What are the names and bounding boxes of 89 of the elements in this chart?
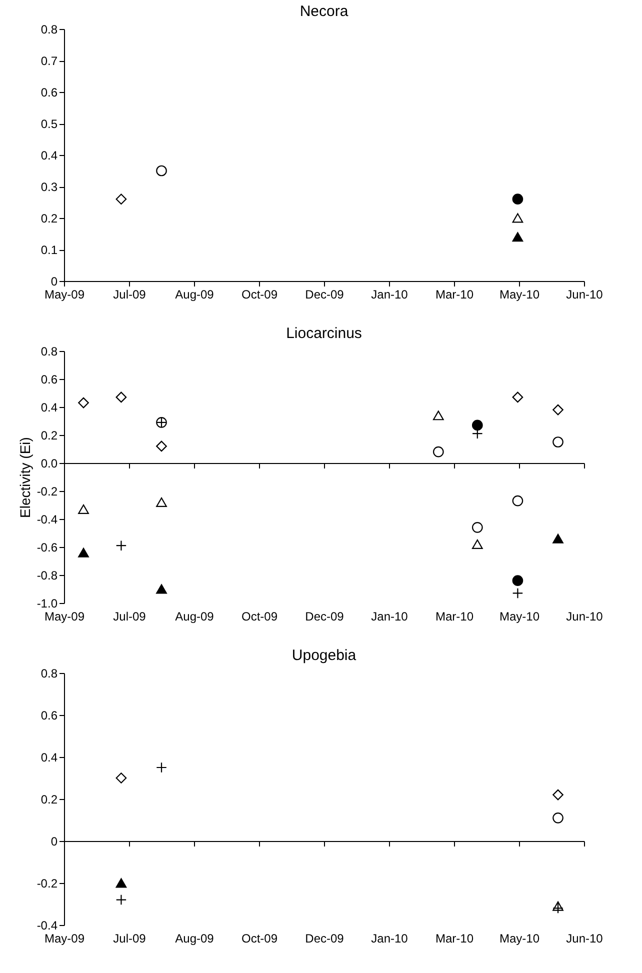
point (552, 404, 564, 416)
point (512, 213, 524, 223)
x-tick-label: Jan-10 (371, 288, 408, 302)
point (116, 392, 127, 403)
x-tick-label: Jun-10 (566, 288, 604, 302)
y-tick-label: 0.8 (40, 344, 58, 358)
y-tick-label: -0.8 (36, 568, 58, 582)
point (156, 497, 167, 507)
point (432, 446, 444, 458)
x-tick-label: May-10 (499, 932, 540, 946)
point (472, 539, 483, 549)
y-tick-label: 0.6 (40, 86, 58, 100)
y-tick-label: 0.8 (40, 22, 58, 36)
point (78, 397, 89, 408)
x-tick-label: Oct-09 (241, 288, 278, 302)
point (552, 534, 564, 544)
x-tick-label: Aug-09 (175, 932, 214, 946)
point (552, 812, 564, 824)
point (78, 548, 89, 558)
y-tick-label: 0.6 (40, 708, 58, 722)
point (156, 762, 167, 773)
point (552, 789, 564, 800)
point (512, 392, 524, 403)
point (116, 894, 127, 906)
y-tick-label: 0.5 (40, 117, 58, 131)
y-axis-title: Electivity (Ei) (16, 437, 33, 518)
point (116, 540, 127, 552)
x-tick-label: Jan-10 (371, 932, 408, 946)
point (116, 772, 127, 784)
x-tick-label: Aug-09 (175, 610, 214, 624)
point (116, 878, 127, 888)
x-tick-label: Mar-10 (435, 932, 474, 946)
x-tick-label: Aug-09 (175, 288, 214, 302)
y-tick-label: 0.1 (40, 243, 58, 257)
y-tick-label: -0.4 (36, 512, 58, 526)
y-tick-label: 0.8 (40, 666, 58, 680)
x-tick-label: Jan-10 (371, 610, 408, 624)
y-tick-label: 0.0 (40, 456, 58, 470)
y-tick-label: 0.2 (40, 792, 58, 806)
x-tick-label: Oct-09 (241, 610, 278, 624)
point (512, 575, 524, 586)
x-tick-label: Dec-09 (305, 932, 344, 946)
x-tick-label: May-09 (44, 932, 85, 946)
y-tick-label: -0.4 (36, 918, 58, 932)
chart-title: Necora (300, 3, 349, 20)
y-tick-label: 0.2 (40, 212, 58, 226)
y-tick-label: 0.6 (40, 372, 58, 386)
chart-title: Liocarcinus (286, 325, 362, 342)
point (156, 165, 167, 176)
y-tick-label: -1.0 (36, 596, 58, 610)
x-tick-label: Mar-10 (435, 610, 474, 624)
y-tick-label: -0.2 (36, 484, 58, 498)
x-tick-label: Jul-09 (113, 288, 146, 302)
x-tick-label: Jun-10 (566, 610, 604, 624)
point (432, 410, 444, 420)
point (156, 440, 167, 452)
y-tick-label: -0.2 (36, 876, 58, 890)
point (512, 495, 524, 506)
y-tick-label: 0 (50, 274, 58, 288)
x-tick-label: May-09 (44, 610, 85, 624)
x-tick-label: Jul-09 (113, 610, 146, 624)
point (78, 504, 89, 514)
x-tick-label: Dec-09 (305, 610, 344, 624)
x-tick-label: Oct-09 (241, 932, 278, 946)
x-tick-label: May-09 (44, 288, 85, 302)
x-tick-label: May-10 (499, 288, 540, 302)
point (512, 232, 524, 242)
point (472, 420, 483, 431)
x-tick-label: Jul-09 (113, 932, 146, 946)
point (512, 588, 524, 599)
point (472, 522, 483, 533)
point (552, 436, 564, 448)
y-tick-label: 0.4 (40, 400, 58, 414)
x-tick-label: Dec-09 (305, 288, 344, 302)
y-tick-label: 0.7 (40, 54, 58, 68)
y-tick-label: -0.6 (36, 540, 58, 554)
x-tick-label: Jun-10 (566, 932, 604, 946)
y-tick-label: 0.4 (40, 750, 58, 764)
x-tick-label: Mar-10 (435, 288, 474, 302)
y-tick-label: 0.4 (40, 148, 58, 162)
y-tick-label: 0 (50, 834, 58, 848)
y-tick-label: 0.3 (40, 180, 58, 194)
x-tick-label: May-10 (499, 610, 540, 624)
point (552, 902, 564, 914)
chart-title: Upogebia (292, 647, 357, 664)
point (512, 194, 524, 205)
point (116, 194, 127, 205)
y-tick-label: 0.2 (40, 428, 58, 442)
point (156, 584, 167, 594)
